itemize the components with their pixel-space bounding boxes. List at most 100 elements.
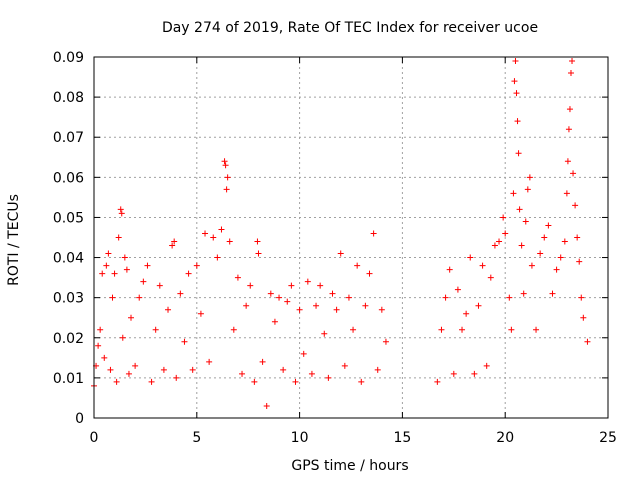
data-point — [471, 370, 478, 377]
data-point — [234, 274, 241, 281]
data-point — [483, 362, 490, 369]
y-tick-label: 0.01 — [53, 371, 84, 387]
data-point — [119, 334, 126, 341]
data-point — [313, 302, 320, 309]
data-point — [255, 250, 262, 257]
data-point — [105, 250, 112, 257]
x-tick-label: 25 — [599, 430, 617, 446]
y-tick-label: 0.03 — [53, 291, 84, 307]
data-point — [251, 378, 258, 385]
data-point — [230, 326, 237, 333]
points-layer — [91, 58, 591, 409]
data-point — [578, 294, 585, 301]
y-tick-label: 0.06 — [53, 170, 84, 186]
data-point — [382, 338, 389, 345]
data-point — [524, 186, 531, 193]
data-point — [160, 366, 167, 373]
data-point — [218, 226, 225, 233]
x-axis-label: GPS time / hours — [291, 458, 408, 474]
data-point — [500, 214, 507, 221]
data-point — [125, 370, 132, 377]
data-point — [564, 158, 571, 165]
data-point — [107, 366, 114, 373]
x-tick-label: 5 — [192, 430, 201, 446]
y-axis-label: ROTI / TECUs — [6, 194, 22, 286]
data-point — [140, 278, 147, 285]
data-point — [337, 250, 344, 257]
data-point — [358, 378, 365, 385]
data-point — [561, 238, 568, 245]
data-point — [515, 150, 522, 157]
data-point — [99, 270, 106, 277]
data-point — [103, 262, 110, 269]
data-point — [459, 326, 466, 333]
data-point — [165, 306, 172, 313]
data-point — [115, 234, 122, 241]
data-point — [132, 362, 139, 369]
data-point — [506, 294, 513, 301]
data-point — [148, 378, 155, 385]
data-point — [533, 326, 540, 333]
data-point — [276, 294, 283, 301]
data-point — [113, 378, 120, 385]
plot-frame — [93, 56, 609, 419]
data-point — [222, 162, 229, 169]
data-point — [565, 126, 572, 133]
data-point — [463, 310, 470, 317]
grid-layer — [94, 57, 608, 418]
data-point — [185, 270, 192, 277]
data-point — [341, 362, 348, 369]
data-point — [304, 278, 311, 285]
data-point — [226, 238, 233, 245]
data-point — [321, 330, 328, 337]
data-point — [243, 302, 250, 309]
data-point — [467, 254, 474, 261]
data-point — [513, 90, 520, 97]
data-point — [181, 338, 188, 345]
data-point — [520, 290, 527, 297]
data-point — [292, 378, 299, 385]
data-point — [511, 78, 518, 85]
data-point — [171, 238, 178, 245]
data-point — [214, 254, 221, 261]
data-point — [584, 338, 591, 345]
y-tick-label: 0.05 — [53, 210, 84, 226]
data-point — [576, 258, 583, 265]
x-tick-label: 10 — [291, 430, 309, 446]
data-point — [553, 266, 560, 273]
data-point — [522, 218, 529, 225]
data-point — [350, 326, 357, 333]
data-point — [325, 374, 332, 381]
data-point — [123, 266, 130, 273]
data-point — [572, 202, 579, 209]
data-point — [117, 206, 124, 213]
data-point — [454, 286, 461, 293]
data-point — [259, 358, 266, 365]
data-point — [446, 266, 453, 273]
data-point — [197, 310, 204, 317]
data-point — [366, 270, 373, 277]
data-point — [177, 290, 184, 297]
tick-layer: 0 5 10 15 20 25 0 0.01 0.02 0.03 0.04 0.05 0.06 0.07 0… — [53, 50, 617, 446]
data-point — [210, 234, 217, 241]
data-point — [300, 350, 307, 357]
data-point — [528, 262, 535, 269]
data-point — [152, 326, 159, 333]
data-point — [362, 302, 369, 309]
data-point — [345, 294, 352, 301]
y-tick-label: 0.02 — [53, 331, 84, 347]
y-tick-label: 0 — [75, 411, 84, 427]
data-point — [296, 306, 303, 313]
data-point — [121, 254, 128, 261]
y-tick-label: 0.08 — [53, 90, 84, 106]
data-point — [101, 354, 108, 361]
x-tick-label: 0 — [90, 430, 99, 446]
data-point — [487, 274, 494, 281]
data-point — [537, 250, 544, 257]
data-point — [442, 294, 449, 301]
data-point — [354, 262, 361, 269]
data-point — [221, 158, 228, 165]
data-point — [223, 186, 230, 193]
data-point — [516, 206, 523, 213]
